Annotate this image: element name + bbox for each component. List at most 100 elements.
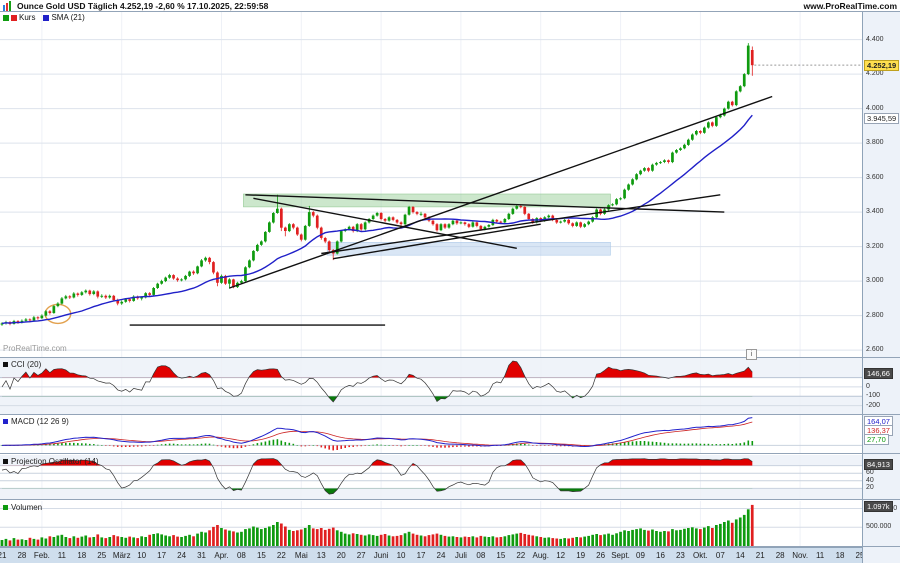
pane-divider[interactable] — [0, 499, 900, 500]
pane-divider[interactable] — [0, 414, 900, 415]
time-axis-label: 12 — [556, 551, 566, 560]
price-axis-tick: 2.800 — [866, 311, 884, 319]
volume-chart[interactable] — [0, 501, 862, 546]
time-axis-label: Apr. — [214, 551, 229, 560]
time-axis-label: 21 — [755, 551, 765, 560]
cci-swatch — [3, 362, 8, 367]
price-axis-tick: 3.000 — [866, 277, 884, 285]
proj-axis-tick: 40 — [866, 476, 874, 484]
cci-label-row[interactable]: CCI (20) — [3, 360, 41, 369]
cci-label: CCI (20) — [11, 360, 42, 369]
time-axis-label: 24 — [436, 551, 446, 560]
price-axis-tick: 3.200 — [866, 242, 884, 250]
time-axis-label: 28 — [17, 551, 27, 560]
price-axis-tick: 4.400 — [866, 35, 884, 43]
time-axis-label: 26 — [596, 551, 606, 560]
time-axis-label: Sept. — [611, 551, 630, 560]
time-axis-label: 22 — [516, 551, 526, 560]
proj-label: Projection Oszillator (14) — [11, 457, 99, 466]
macd-label: MACD (12 26 9) — [11, 417, 69, 426]
site-link[interactable]: www.ProRealTime.com — [803, 0, 897, 11]
time-axis-label: 28 — [775, 551, 785, 560]
time-axis-label: 31 — [197, 551, 206, 560]
time-axis-label: 17 — [157, 551, 167, 560]
time-axis-label: 11 — [815, 551, 825, 560]
proj-axis-tick: 60 — [866, 469, 874, 477]
pane-divider — [0, 546, 900, 547]
app-icon — [3, 0, 11, 11]
time-axis-label: 27 — [356, 551, 366, 560]
legend-price-label: Kurs — [19, 13, 36, 22]
cci-axis-tick: -200 — [866, 401, 881, 409]
time-axis-label: Okt. — [693, 551, 708, 560]
macd-swatch — [3, 419, 8, 424]
candlestick-chart[interactable] — [0, 12, 862, 357]
volume-axis-tick: 500.000 — [866, 523, 892, 531]
time-axis-label: Juli — [454, 551, 467, 560]
time-axis[interactable]: 21 28 Feb. 11 18 25 März 10 17 24 31 Apr. 08 15 22 Mai 1… — [0, 547, 862, 563]
time-axis-label: 16 — [656, 551, 665, 560]
time-axis-label: Feb. — [33, 551, 50, 560]
sma-value-badge: 3.945,59 — [864, 112, 900, 124]
time-axis-label: 15 — [256, 551, 266, 560]
projection-value-badge: 84,913 — [864, 458, 893, 470]
price-axis-tick: 4.200 — [866, 70, 884, 78]
price-chart-pane[interactable] — [0, 12, 862, 357]
cci-axis-tick: -100 — [866, 392, 881, 400]
volume-value-badge: 1.097k — [864, 501, 893, 512]
time-axis-label: März — [112, 551, 131, 560]
macd-pane[interactable] — [0, 415, 862, 453]
time-axis-label: Nov. — [792, 551, 809, 560]
volume-label: Volumen — [11, 503, 43, 512]
price-axis[interactable]: 4.252,19 3.945,59 146,66 164,07 136,37 2… — [862, 0, 900, 563]
time-axis-label: 14 — [735, 551, 745, 560]
cci-chart[interactable] — [0, 358, 862, 414]
time-axis-label: 22 — [276, 551, 286, 560]
legend-sma-label: SMA (21) — [51, 13, 85, 22]
time-axis-label: 18 — [77, 551, 87, 560]
volume-pane[interactable] — [0, 501, 862, 546]
time-axis-label: Juni — [373, 551, 389, 560]
time-axis-label: Mai — [294, 551, 308, 560]
projection-oscillator-pane[interactable] — [0, 455, 862, 499]
time-axis-label: 19 — [576, 551, 586, 560]
time-axis-label: 08 — [236, 551, 246, 560]
projection-oscillator-chart[interactable] — [0, 455, 862, 499]
time-axis-label: 08 — [476, 551, 486, 560]
legend-sma[interactable]: SMA (21) — [43, 13, 85, 22]
pane-divider[interactable] — [0, 453, 900, 454]
price-axis-tick: 3.600 — [866, 173, 884, 181]
time-axis-label: Aug. — [532, 551, 549, 560]
time-axis-label: 18 — [835, 551, 845, 560]
proj-swatch — [3, 459, 8, 464]
time-axis-label: 11 — [57, 551, 66, 560]
time-axis-label: 09 — [636, 551, 645, 560]
time-axis-label: 17 — [416, 551, 426, 560]
time-axis-label: 21 — [0, 551, 7, 560]
time-axis-label: 10 — [137, 551, 147, 560]
cci-pane[interactable] — [0, 358, 862, 414]
macd-label-row[interactable]: MACD (12 26 9) — [3, 417, 69, 426]
up-color-swatch — [3, 14, 9, 21]
price-axis-tick: 3.400 — [866, 208, 884, 216]
volume-label-row[interactable]: Volumen — [3, 503, 42, 512]
time-axis-label: 25 — [97, 551, 107, 560]
chart-legend: Kurs SMA (21) — [3, 13, 85, 22]
proj-label-row[interactable]: Projection Oszillator (14) — [3, 457, 99, 466]
time-axis-label: 23 — [675, 551, 685, 560]
legend-price[interactable]: Kurs — [3, 13, 35, 22]
price-axis-tick: 2.600 — [866, 346, 884, 354]
time-axis-label: 20 — [336, 551, 346, 560]
info-icon[interactable]: i — [746, 349, 757, 360]
instrument-title: Ounce Gold USD Täglich 4.252,19 -2,60 % … — [17, 0, 269, 11]
proj-axis-tick: 20 — [866, 484, 874, 492]
pane-divider[interactable] — [0, 357, 900, 358]
watermark: ProRealTime.com — [3, 344, 67, 353]
price-axis-tick: 3.800 — [866, 139, 884, 147]
title-bar: Ounce Gold USD Täglich 4.252,19 -2,60 % … — [0, 0, 900, 11]
volume-swatch — [3, 505, 8, 510]
header-divider — [0, 11, 900, 12]
macd-chart[interactable] — [0, 415, 862, 453]
cci-value-badge: 146,66 — [864, 368, 893, 380]
